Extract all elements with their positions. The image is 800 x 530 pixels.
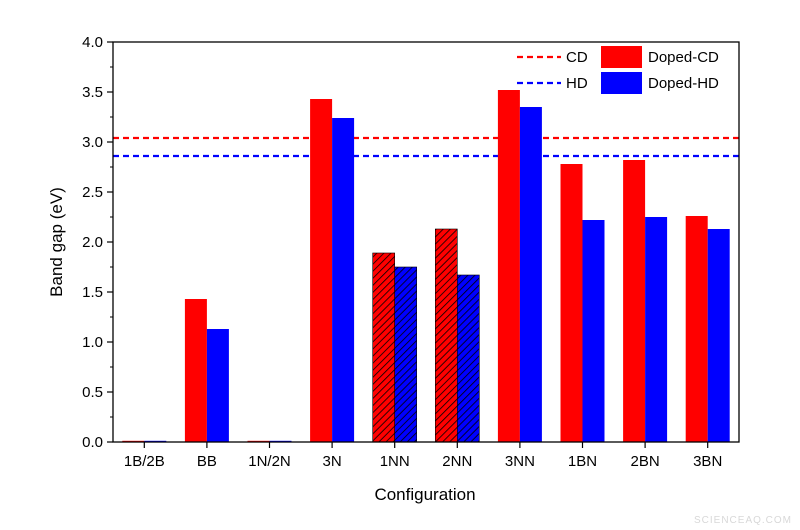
y-tick-label: 3.5 bbox=[82, 84, 103, 101]
axes: 0.0 0.5 1.0 1.5 2.0 2.5 3.0 3.5 4.0 1B/2B BB 1N/2N 3… bbox=[82, 34, 740, 470]
y-tick-label: 0.0 bbox=[82, 434, 103, 451]
bar-doped-hd-3bn bbox=[707, 229, 730, 442]
bar-doped-hd-1nn bbox=[394, 266, 418, 443]
bar-doped-hd-bb bbox=[206, 329, 229, 442]
x-tick-label: 1B/2B bbox=[124, 453, 165, 470]
x-tick-label: 3BN bbox=[693, 453, 722, 470]
legend-label-doped-hd: Doped-HD bbox=[648, 75, 719, 92]
bar-doped-cd-bb bbox=[184, 299, 207, 442]
legend-swatch-doped-hd bbox=[601, 72, 642, 94]
y-tick-label: 0.5 bbox=[82, 384, 103, 401]
y-tick-label: 1.0 bbox=[82, 334, 103, 351]
legend-label-cd: CD bbox=[566, 49, 588, 66]
bar-doped-cd-3bn bbox=[685, 216, 708, 442]
x-axis-title: Configuration bbox=[374, 485, 475, 504]
y-tick-label: 4.0 bbox=[82, 34, 103, 51]
reference-lines bbox=[113, 136, 739, 158]
bar-doped-cd-1nn bbox=[372, 252, 396, 443]
y-tick-label: 3.0 bbox=[82, 134, 103, 151]
watermark: SCIENCEAQ.COM bbox=[693, 515, 792, 526]
legend: CD Doped-CD HD Doped-HD bbox=[517, 46, 719, 94]
x-tick-label: 2BN bbox=[631, 453, 660, 470]
bar-doped-hd-2bn bbox=[645, 217, 668, 442]
bar-doped-cd-1bn bbox=[560, 164, 583, 442]
bar-doped-cd-3n bbox=[310, 99, 333, 442]
bar-doped-cd-2bn bbox=[623, 160, 646, 442]
bar-doped-cd-3nn bbox=[497, 90, 520, 442]
legend-label-doped-cd: Doped-CD bbox=[648, 49, 719, 66]
bar-doped-hd-3n bbox=[332, 118, 355, 442]
x-tick-label: 2NN bbox=[442, 453, 472, 470]
legend-swatch-doped-cd bbox=[601, 46, 642, 68]
y-tick-label: 2.5 bbox=[82, 184, 103, 201]
x-tick-label: 3N bbox=[323, 453, 342, 470]
bar-doped-cd-2nn bbox=[434, 228, 458, 443]
x-tick-label: BB bbox=[197, 453, 217, 470]
y-tick-label: 2.0 bbox=[82, 234, 103, 251]
x-tick-label: 3NN bbox=[505, 453, 535, 470]
x-tick-label: 1N/2N bbox=[248, 453, 291, 470]
x-tick-label: 1NN bbox=[380, 453, 410, 470]
bars bbox=[122, 90, 730, 443]
legend-label-hd: HD bbox=[566, 75, 588, 92]
bar-doped-hd-3nn bbox=[519, 107, 542, 442]
x-tick-label: 1BN bbox=[568, 453, 597, 470]
bar-doped-hd-2nn bbox=[456, 274, 480, 443]
y-tick-label: 1.5 bbox=[82, 284, 103, 301]
bar-doped-hd-1bn bbox=[582, 220, 605, 442]
y-axis-title: Band gap (eV) bbox=[47, 187, 66, 297]
